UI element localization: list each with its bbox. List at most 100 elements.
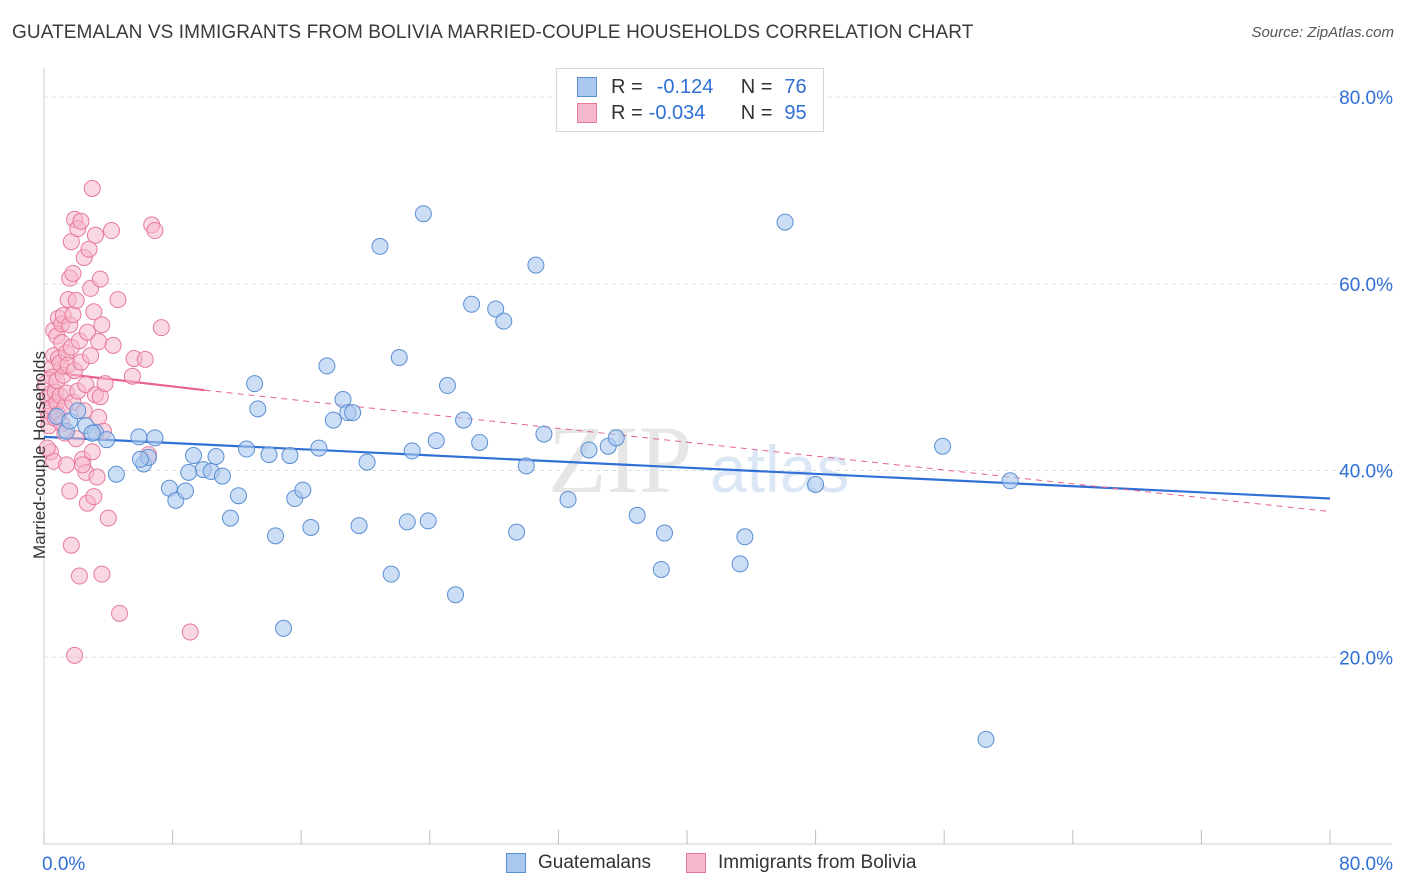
data-point-guatemalans — [246, 375, 264, 393]
data-point-bolivia — [61, 482, 79, 500]
source-label: Source: ZipAtlas.com — [1251, 24, 1394, 41]
data-point-guatemalans — [1001, 472, 1019, 490]
data-point-guatemalans — [447, 586, 465, 604]
data-point-bolivia — [90, 333, 108, 351]
data-point-guatemalans — [260, 446, 278, 464]
legend-r-value-bolivia: -0.034 — [648, 101, 706, 124]
data-point-guatemalans — [427, 432, 445, 450]
data-point-guatemalans — [580, 441, 598, 459]
data-point-bolivia — [104, 336, 122, 354]
data-point-guatemalans — [324, 411, 342, 429]
data-point-bolivia — [78, 323, 96, 341]
data-point-guatemalans — [403, 442, 421, 460]
data-point-guatemalans — [652, 560, 670, 578]
legend-swatch-pink — [686, 853, 706, 873]
data-point-guatemalans — [463, 295, 481, 313]
y-tick-label: 20.0% — [1339, 648, 1393, 669]
x-tick-label: 80.0% — [1339, 854, 1393, 875]
data-point-bolivia — [83, 180, 101, 198]
data-point-guatemalans — [607, 429, 625, 447]
data-point-bolivia — [91, 270, 109, 288]
legend-n-value-guatemalans: 76 — [784, 75, 807, 98]
data-point-guatemalans — [98, 431, 116, 449]
data-point-guatemalans — [130, 428, 148, 446]
correlation-legend: R = -0.124 N = 76 R = -0.034 N = 95 — [556, 68, 824, 132]
data-point-guatemalans — [438, 377, 456, 395]
data-point-bolivia — [85, 488, 103, 506]
data-point-guatemalans — [176, 482, 194, 500]
data-point-bolivia — [62, 536, 80, 554]
data-point-bolivia — [72, 212, 90, 230]
data-point-guatemalans — [495, 312, 513, 330]
data-point-guatemalans — [371, 237, 389, 255]
chart-title: GUATEMALAN VS IMMIGRANTS FROM BOLIVIA MA… — [12, 22, 974, 43]
series-guatemalans-points — [48, 205, 1019, 748]
data-point-guatemalans — [230, 487, 248, 505]
data-point-guatemalans — [310, 439, 328, 457]
data-point-bolivia — [152, 319, 170, 337]
data-point-bolivia — [64, 306, 82, 324]
data-point-bolivia — [58, 456, 76, 474]
data-point-bolivia — [136, 350, 154, 368]
y-axis-label: Married-couple Households — [30, 351, 49, 559]
data-point-bolivia — [67, 292, 85, 310]
legend-row-bolivia: R = -0.034 N = 95 — [577, 101, 807, 125]
data-point-guatemalans — [238, 440, 256, 458]
data-point-bolivia — [109, 291, 127, 309]
legend-label-guatemalans: Guatemalans — [538, 852, 652, 873]
data-point-guatemalans — [776, 213, 794, 231]
data-point-guatemalans — [275, 619, 293, 637]
legend-r-label: R = — [611, 75, 643, 98]
data-point-guatemalans — [455, 411, 473, 429]
data-point-bolivia — [181, 623, 199, 641]
data-point-guatemalans — [350, 517, 368, 535]
legend-item-bolivia[interactable]: Immigrants from Bolivia — [686, 852, 917, 874]
data-point-guatemalans — [487, 300, 505, 318]
data-point-guatemalans — [419, 512, 437, 530]
data-point-guatemalans — [184, 447, 202, 465]
data-point-guatemalans — [517, 457, 535, 475]
legend-label-bolivia: Immigrants from Bolivia — [718, 852, 917, 873]
y-tick-label: 40.0% — [1339, 462, 1393, 483]
data-point-guatemalans — [382, 565, 400, 583]
data-point-guatemalans — [207, 447, 225, 465]
data-point-bolivia — [74, 456, 92, 474]
data-point-guatemalans — [655, 524, 673, 542]
data-point-guatemalans — [390, 349, 408, 367]
legend-n-label: N = — [740, 75, 773, 98]
data-point-guatemalans — [414, 205, 432, 223]
data-point-guatemalans — [302, 518, 320, 536]
data-point-guatemalans — [249, 400, 267, 418]
data-point-bolivia — [93, 565, 111, 583]
data-point-guatemalans — [266, 527, 284, 545]
legend-n-label: N = — [740, 101, 773, 124]
data-point-guatemalans — [131, 450, 149, 468]
data-point-guatemalans — [977, 730, 995, 748]
data-point-guatemalans — [807, 476, 825, 494]
data-point-guatemalans — [344, 404, 362, 422]
y-tick-label: 60.0% — [1339, 275, 1393, 296]
data-point-bolivia — [85, 303, 103, 321]
data-point-bolivia — [38, 439, 56, 457]
series-bolivia-points — [37, 180, 199, 664]
data-point-guatemalans — [107, 465, 125, 483]
watermark: ZIP atlas — [548, 406, 849, 513]
data-point-guatemalans — [318, 357, 336, 375]
data-point-guatemalans — [527, 256, 545, 274]
data-point-guatemalans — [146, 429, 164, 447]
data-point-guatemalans — [398, 513, 416, 531]
data-point-bolivia — [86, 226, 104, 244]
x-tick-label: 0.0% — [42, 854, 85, 875]
data-point-bolivia — [103, 222, 121, 240]
legend-r-label: R = — [611, 101, 643, 124]
data-point-bolivia — [64, 264, 82, 282]
data-point-guatemalans — [731, 555, 749, 573]
data-point-bolivia — [123, 367, 141, 385]
data-point-guatemalans — [471, 433, 489, 451]
data-point-bolivia — [93, 316, 111, 334]
data-point-guatemalans — [83, 424, 101, 442]
legend-item-guatemalans[interactable]: Guatemalans — [506, 852, 651, 874]
data-point-guatemalans — [213, 467, 231, 485]
data-point-guatemalans — [294, 481, 312, 499]
